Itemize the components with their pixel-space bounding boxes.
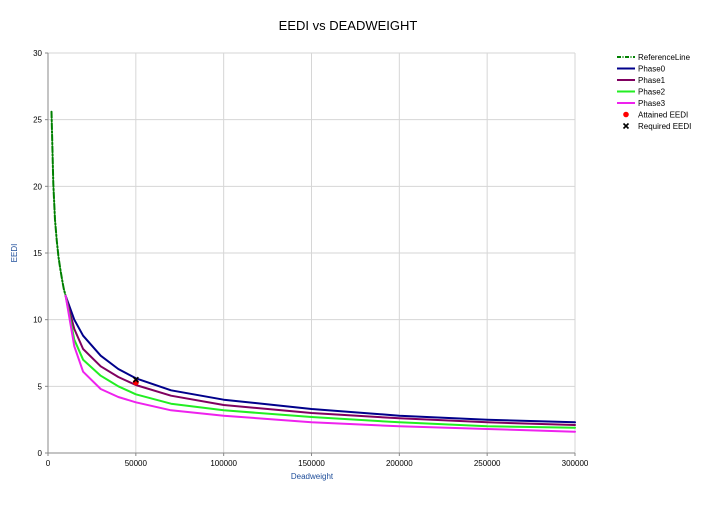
y-tick-label: 15 [33, 249, 42, 258]
series-line-phase1 [64, 294, 576, 426]
y-tick-label: 25 [33, 116, 42, 125]
x-axis-label: Deadweight [291, 472, 334, 481]
grid-layer [47, 52, 576, 454]
series-layer [50, 110, 576, 433]
series-line-referenceline [50, 110, 67, 297]
legend-label-phase0: Phase0 [638, 65, 666, 74]
x-tick-label: 150000 [298, 459, 325, 468]
x-tick-label: 0 [46, 459, 51, 468]
x-tick-label: 250000 [474, 459, 501, 468]
legend-label-phase2: Phase2 [638, 88, 666, 97]
marker-layer [132, 376, 139, 386]
legend-label-attained-eedi: Attained EEDI [638, 111, 688, 120]
series-line-phase2 [64, 294, 576, 429]
marker-required-eedi [132, 376, 139, 383]
y-tick-label: 30 [33, 49, 42, 58]
axes-layer: 0 50000 100000 150000 200000 250000 300000 0 5 10… [33, 49, 589, 468]
y-tick-label: 20 [33, 182, 42, 191]
legend-swatch-required-eedi [622, 122, 630, 130]
x-tick-label: 50000 [125, 459, 148, 468]
chart-title: EEDI vs DEADWEIGHT [279, 18, 418, 33]
x-tick-label: 200000 [386, 459, 413, 468]
x-tick-label: 100000 [210, 459, 237, 468]
legend-layer: ReferenceLine Phase0 Phase1 Phase2 Phase3 Att… [617, 53, 691, 131]
y-tick-label: 0 [38, 449, 43, 458]
x-tick-label: 300000 [562, 459, 589, 468]
legend-label-phase1: Phase1 [638, 76, 666, 85]
y-axis-label: EEDI [10, 244, 19, 263]
legend-label-required-eedi: Required EEDI [638, 122, 691, 131]
legend-label-referenceline: ReferenceLine [638, 53, 691, 62]
legend-swatch-attained-eedi [623, 111, 629, 118]
y-tick-label: 5 [38, 382, 43, 391]
legend-label-phase3: Phase3 [638, 99, 666, 108]
series-line-phase3 [64, 294, 576, 433]
series-line-phase0 [64, 294, 576, 424]
y-tick-label: 10 [33, 316, 42, 325]
